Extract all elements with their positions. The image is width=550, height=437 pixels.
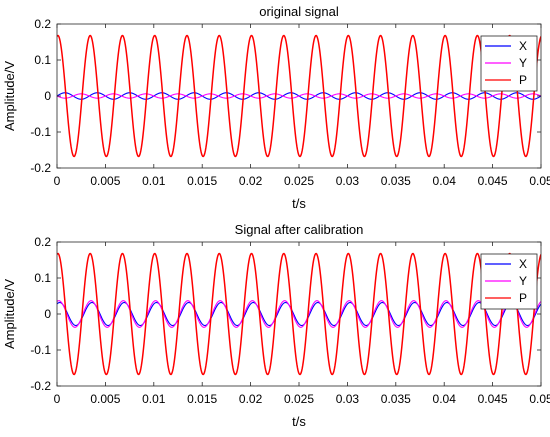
x-tick-label: 0.015 [187,174,217,188]
x-tick-label: 0.02 [239,392,263,406]
series-line-P [57,34,541,158]
series-line-Y [57,300,541,328]
legend: XYP [480,35,538,92]
legend-label-Y: Y [519,56,527,70]
legend-label-X: X [519,39,527,53]
x-tick-label: 0.02 [239,174,263,188]
x-tick-label: 0.05 [529,174,550,188]
x-tick-label: 0.025 [284,174,314,188]
y-tick-label: 0 [44,307,51,321]
x-tick-label: 0 [54,174,61,188]
y-axis-label: Amplitude/V [2,279,17,349]
chart-title: Signal after calibration [235,222,364,237]
x-tick-label: 0.05 [529,392,550,406]
x-tick-label: 0.04 [433,174,457,188]
series-lines [57,252,541,376]
x-tick-label: 0.025 [284,392,314,406]
y-tick-label: 0.1 [34,271,51,285]
legend-label-Y: Y [519,274,527,288]
x-tick-label: 0.01 [142,392,166,406]
x-tick-label: 0.005 [90,174,120,188]
y-axis-label: Amplitude/V [2,61,17,131]
x-tick-label: 0.04 [433,392,457,406]
y-tick-label: -0.2 [30,379,51,393]
chart-title: original signal [259,4,339,19]
y-tick-label: 0 [44,89,51,103]
x-tick-label: 0.01 [142,174,166,188]
legend-label-P: P [519,73,527,87]
legend: XYP [480,253,538,310]
y-tick-label: -0.2 [30,161,51,175]
y-tick-label: 0.2 [34,17,51,31]
x-axis-label: t/s [292,196,306,211]
x-tick-label: 0.005 [90,392,120,406]
y-tick-label: -0.1 [30,125,51,139]
x-axis-label: t/s [292,414,306,429]
x-tick-label: 0.045 [478,174,508,188]
series-line-Y [57,93,541,99]
x-tick-label: 0.035 [381,174,411,188]
series-lines [57,34,541,158]
y-tick-label: 0.1 [34,53,51,67]
series-line-X [57,301,541,327]
x-tick-label: 0.03 [336,392,360,406]
x-tick-label: 0.045 [478,392,508,406]
legend-label-P: P [519,291,527,305]
chart-panel-1: 0 0.005 0.01 0.015 0.02 0.025 0.03 0.035 0.04 0.0… [2,4,550,211]
x-tick-label: 0.015 [187,392,217,406]
x-tick-label: 0.03 [336,174,360,188]
plot-area [57,242,541,386]
x-tick-label: 0 [54,392,61,406]
x-tick-label: 0.035 [381,392,411,406]
y-tick-label: -0.1 [30,343,51,357]
series-line-P [57,252,541,376]
chart-panel-2: 0 0.005 0.01 0.015 0.02 0.025 0.03 0.035 0.04 0.0… [2,222,550,429]
legend-label-X: X [519,257,527,271]
y-tick-label: 0.2 [34,235,51,249]
